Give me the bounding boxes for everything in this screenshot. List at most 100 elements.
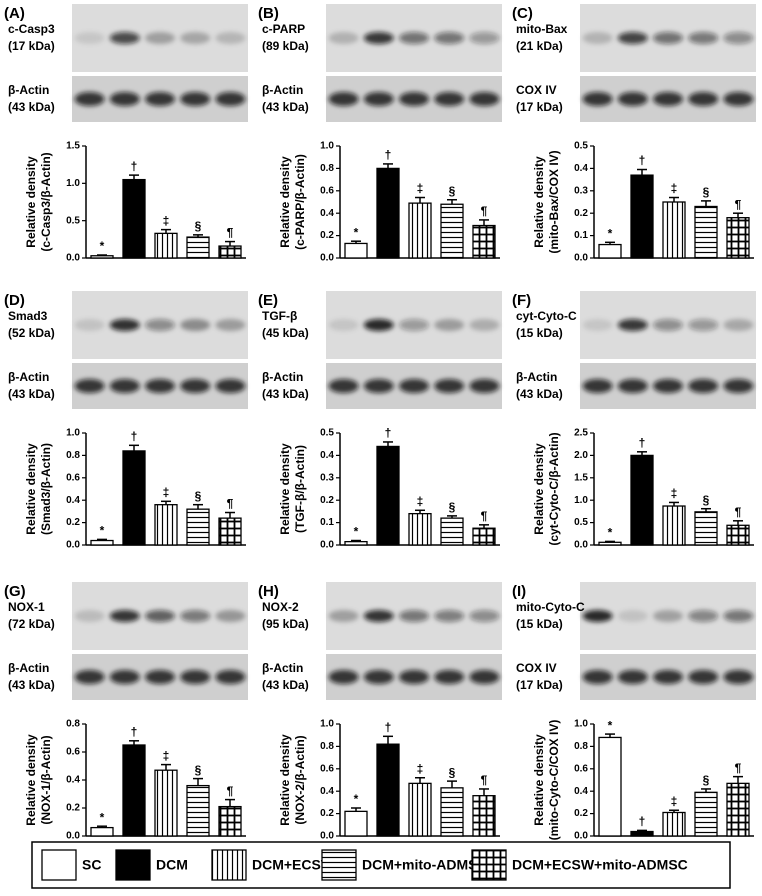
y-tick-label: 0.6	[574, 763, 588, 774]
blot-band	[653, 610, 683, 622]
bar	[154, 769, 178, 837]
y-axis-label: (mito-Cyto-C/COX IV)	[547, 720, 561, 841]
blot-band	[688, 92, 719, 106]
y-tick-label: 1.0	[320, 719, 334, 730]
y-tick-label: 0.4	[66, 495, 80, 506]
blot-band	[215, 92, 246, 106]
y-tick-label: 0.8	[66, 719, 80, 730]
y-tick-label: 0.5	[574, 517, 588, 528]
blot-band	[363, 319, 394, 331]
panel-label: (I)	[512, 583, 526, 600]
legend-swatch	[115, 849, 151, 881]
bar	[186, 784, 210, 837]
y-tick-label: 0.0	[66, 540, 80, 551]
legend-swatch	[211, 849, 247, 881]
y-tick-label: 0.2	[320, 495, 334, 506]
legend-swatch	[471, 849, 507, 881]
y-tick-label: 0.0	[320, 540, 334, 551]
blot-band	[617, 670, 648, 684]
y-tick-label: 1.0	[66, 178, 80, 189]
blot-band	[723, 670, 754, 684]
bar	[598, 541, 622, 546]
blot-label: (21 kDa)	[516, 39, 563, 53]
significance-mark: ‡	[671, 794, 678, 808]
bar	[694, 511, 718, 546]
y-tick-label: 0.2	[66, 517, 80, 528]
bar	[376, 743, 400, 837]
bar	[90, 255, 114, 259]
significance-mark: §	[703, 493, 710, 507]
blot-label: TGF-β	[262, 309, 297, 323]
significance-mark: †	[131, 429, 138, 443]
blot-label: (52 kDa)	[8, 326, 55, 340]
significance-mark: ¶	[735, 197, 742, 211]
blot-band	[617, 32, 648, 44]
blot-label: (43 kDa)	[516, 387, 563, 401]
blot-band	[434, 92, 465, 106]
blot-label: (89 kDa)	[262, 39, 309, 53]
blot-band	[328, 610, 359, 622]
bar	[376, 167, 400, 259]
blot-band	[582, 610, 613, 622]
significance-mark: §	[449, 184, 456, 198]
y-tick-label: 0.3	[574, 185, 588, 196]
blot-label: Smad3	[8, 309, 48, 323]
y-tick-label: 0.0	[574, 831, 588, 842]
panel-label: (D)	[4, 292, 25, 309]
significance-mark: †	[639, 436, 646, 450]
blot-band	[434, 610, 465, 622]
bar	[598, 243, 622, 259]
significance-mark: ¶	[227, 497, 234, 511]
blot-band	[617, 92, 648, 106]
blot-band	[74, 319, 105, 331]
blot-band	[723, 610, 754, 622]
y-tick-label: 0.6	[320, 185, 334, 196]
blot-band	[109, 32, 140, 44]
blot-band	[145, 92, 175, 106]
y-tick-label: 0.6	[66, 472, 80, 483]
panel-label: (G)	[4, 583, 26, 600]
blot-band	[328, 319, 359, 331]
blot-band	[434, 379, 465, 393]
blot-band	[617, 379, 648, 393]
panel-label: (F)	[512, 292, 531, 309]
legend-label: DCM+ECSW+mito-ADMSC	[512, 857, 688, 873]
blot-band	[74, 32, 105, 44]
significance-mark: ‡	[417, 494, 424, 508]
significance-mark: ‡	[163, 749, 170, 763]
blot-band	[145, 670, 175, 684]
blot-band	[109, 319, 140, 331]
blot-label: cyt-Cyto-C	[516, 309, 577, 323]
bar	[440, 203, 464, 259]
blot-label: (17 kDa)	[8, 39, 55, 53]
bar	[662, 201, 686, 259]
significance-mark: †	[385, 148, 392, 162]
bar	[440, 787, 464, 837]
blot-band	[109, 610, 140, 622]
y-tick-label: 2.0	[574, 450, 588, 461]
blot-label: (15 kDa)	[516, 617, 563, 631]
blot-band	[399, 670, 429, 684]
blot-band	[469, 92, 500, 106]
blot-band	[74, 610, 105, 622]
blot-band	[215, 610, 246, 622]
y-tick-label: 0.0	[320, 253, 334, 264]
blot-band	[723, 92, 754, 106]
y-tick-label: 0.4	[320, 450, 334, 461]
blot-band	[363, 379, 394, 393]
significance-mark: ¶	[481, 204, 488, 218]
significance-mark: ¶	[481, 773, 488, 787]
y-tick-label: 0.2	[320, 230, 334, 241]
y-tick-label: 0.4	[574, 163, 588, 174]
blot-band	[582, 379, 613, 393]
y-axis-label: (NOX-1/β-Actin)	[39, 735, 53, 824]
panel-label: (E)	[258, 292, 278, 309]
blot-band	[180, 32, 211, 44]
y-tick-label: 0.2	[66, 803, 80, 814]
y-tick-label: 0.0	[66, 253, 80, 264]
bar	[630, 830, 654, 837]
blot-band	[180, 379, 211, 393]
y-tick-label: 1.0	[320, 141, 334, 152]
y-axis-label: (Smad3/β-Actin)	[39, 443, 53, 535]
blot-label: mito-Cyto-C	[516, 600, 585, 614]
